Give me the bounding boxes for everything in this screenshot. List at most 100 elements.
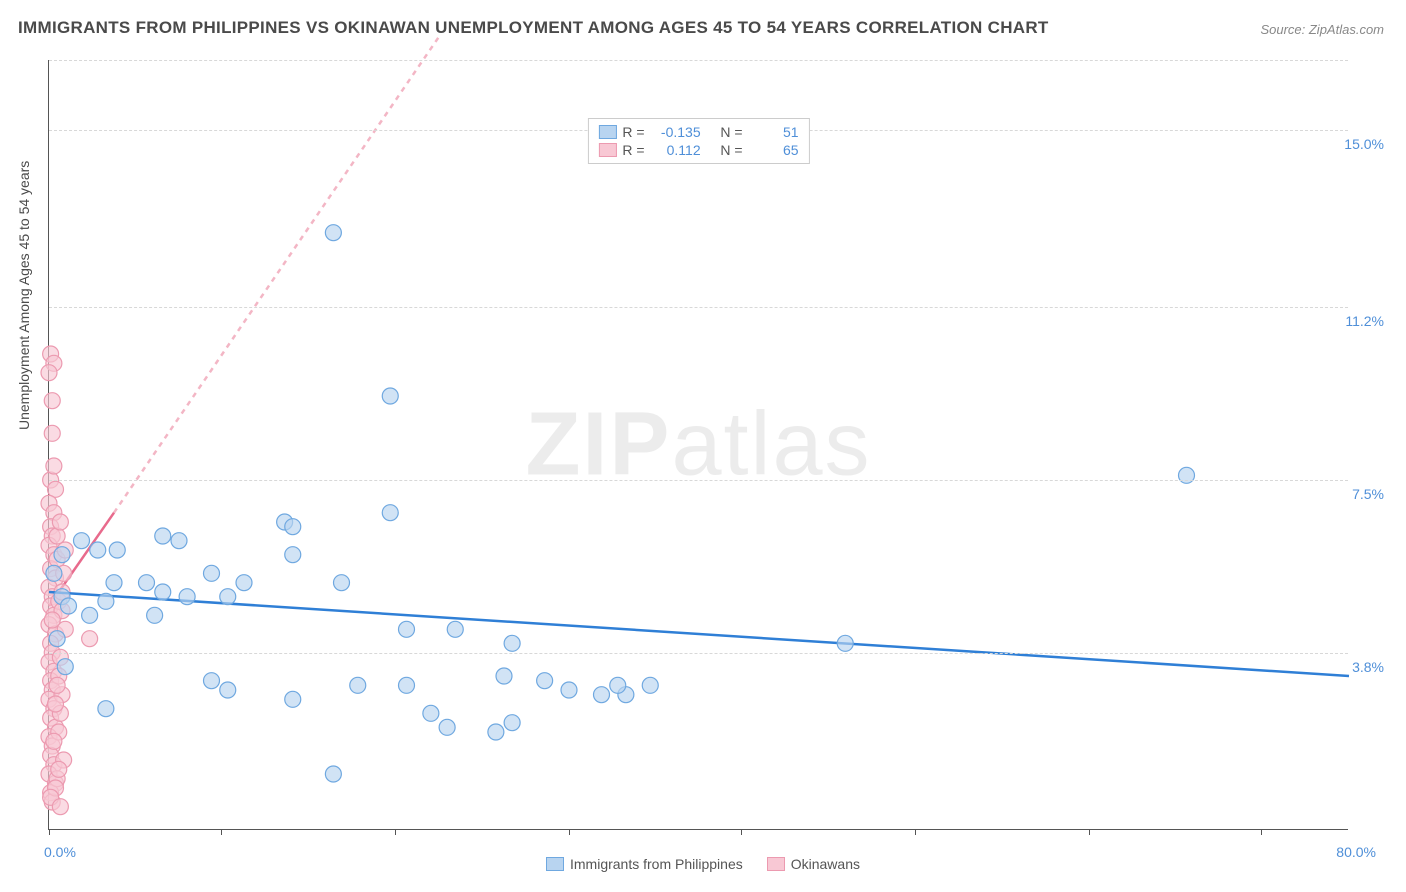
gridline-h xyxy=(49,307,1348,308)
scatter-point xyxy=(325,766,341,782)
legend-item-series1: Immigrants from Philippines xyxy=(546,856,743,872)
scatter-point xyxy=(74,533,90,549)
y-tick-label: 15.0% xyxy=(1344,136,1384,152)
scatter-point xyxy=(155,528,171,544)
x-axis-max: 80.0% xyxy=(1336,844,1376,860)
x-tick xyxy=(1261,829,1262,835)
y-tick-label: 3.8% xyxy=(1352,659,1384,675)
scatter-point xyxy=(139,575,155,591)
scatter-point xyxy=(54,547,70,563)
x-axis-min: 0.0% xyxy=(44,844,76,860)
x-tick xyxy=(741,829,742,835)
scatter-point xyxy=(447,621,463,637)
gridline-h xyxy=(49,653,1348,654)
scatter-point xyxy=(98,701,114,717)
swatch-series1 xyxy=(598,125,616,139)
scatter-point xyxy=(325,225,341,241)
scatter-point xyxy=(285,547,301,563)
scatter-point xyxy=(51,761,67,777)
scatter-point xyxy=(285,519,301,535)
scatter-point xyxy=(204,673,220,689)
n-value-1: 51 xyxy=(749,124,799,140)
y-tick-label: 7.5% xyxy=(1352,486,1384,502)
scatter-point xyxy=(155,584,171,600)
scatter-point xyxy=(147,607,163,623)
scatter-point xyxy=(496,668,512,684)
chart-container: IMMIGRANTS FROM PHILIPPINES VS OKINAWAN … xyxy=(0,0,1406,892)
scatter-point xyxy=(52,799,68,815)
r-label-1: R = xyxy=(622,124,644,140)
y-axis-label: Unemployment Among Ages 45 to 54 years xyxy=(16,161,32,430)
scatter-point xyxy=(98,593,114,609)
scatter-point xyxy=(488,724,504,740)
swatch-series2 xyxy=(598,143,616,157)
scatter-point xyxy=(109,542,125,558)
swatch-series1-bottom xyxy=(546,857,564,871)
source-attribution: Source: ZipAtlas.com xyxy=(1260,22,1384,37)
scatter-point xyxy=(439,719,455,735)
scatter-point xyxy=(610,677,626,693)
scatter-point xyxy=(52,514,68,530)
n-value-2: 65 xyxy=(749,142,799,158)
gridline-h xyxy=(49,60,1348,61)
x-tick xyxy=(1089,829,1090,835)
scatter-point xyxy=(46,733,62,749)
scatter-svg xyxy=(49,60,1349,830)
scatter-point xyxy=(204,565,220,581)
scatter-point xyxy=(44,393,60,409)
scatter-point xyxy=(236,575,252,591)
scatter-point xyxy=(44,425,60,441)
n-label-2: N = xyxy=(720,142,742,158)
scatter-point xyxy=(179,589,195,605)
x-tick xyxy=(395,829,396,835)
scatter-point xyxy=(46,458,62,474)
legend-correlation: R = -0.135 N = 51 R = 0.112 N = 65 xyxy=(587,118,809,164)
scatter-point xyxy=(561,682,577,698)
scatter-point xyxy=(220,682,236,698)
scatter-point xyxy=(171,533,187,549)
legend-label-series1: Immigrants from Philippines xyxy=(570,856,743,872)
scatter-point xyxy=(350,677,366,693)
scatter-point xyxy=(57,659,73,675)
legend-series: Immigrants from Philippines Okinawans xyxy=(546,856,860,872)
scatter-point xyxy=(106,575,122,591)
x-tick xyxy=(915,829,916,835)
scatter-point xyxy=(220,589,236,605)
legend-row-series2: R = 0.112 N = 65 xyxy=(598,141,798,159)
scatter-point xyxy=(504,635,520,651)
scatter-point xyxy=(642,677,658,693)
scatter-point xyxy=(82,631,98,647)
scatter-point xyxy=(537,673,553,689)
scatter-point xyxy=(82,607,98,623)
scatter-point xyxy=(46,565,62,581)
scatter-point xyxy=(49,631,65,647)
x-tick xyxy=(221,829,222,835)
y-tick-label: 11.2% xyxy=(1345,313,1384,329)
r-value-2: 0.112 xyxy=(651,142,701,158)
swatch-series2-bottom xyxy=(767,857,785,871)
legend-row-series1: R = -0.135 N = 51 xyxy=(598,123,798,141)
legend-label-series2: Okinawans xyxy=(791,856,860,872)
scatter-point xyxy=(399,621,415,637)
r-label-2: R = xyxy=(622,142,644,158)
gridline-h xyxy=(49,480,1348,481)
scatter-point xyxy=(334,575,350,591)
scatter-point xyxy=(382,505,398,521)
scatter-point xyxy=(41,365,57,381)
scatter-point xyxy=(382,388,398,404)
scatter-point xyxy=(49,677,65,693)
scatter-point xyxy=(44,612,60,628)
plot-area: ZIPatlas R = -0.135 N = 51 R = 0.112 N =… xyxy=(48,60,1348,830)
scatter-point xyxy=(504,715,520,731)
chart-title: IMMIGRANTS FROM PHILIPPINES VS OKINAWAN … xyxy=(18,18,1049,38)
x-tick xyxy=(569,829,570,835)
scatter-point xyxy=(837,635,853,651)
scatter-point xyxy=(399,677,415,693)
n-label-1: N = xyxy=(720,124,742,140)
scatter-point xyxy=(90,542,106,558)
scatter-point xyxy=(49,528,65,544)
scatter-point xyxy=(594,687,610,703)
scatter-point xyxy=(423,705,439,721)
x-tick xyxy=(49,829,50,835)
r-value-1: -0.135 xyxy=(651,124,701,140)
